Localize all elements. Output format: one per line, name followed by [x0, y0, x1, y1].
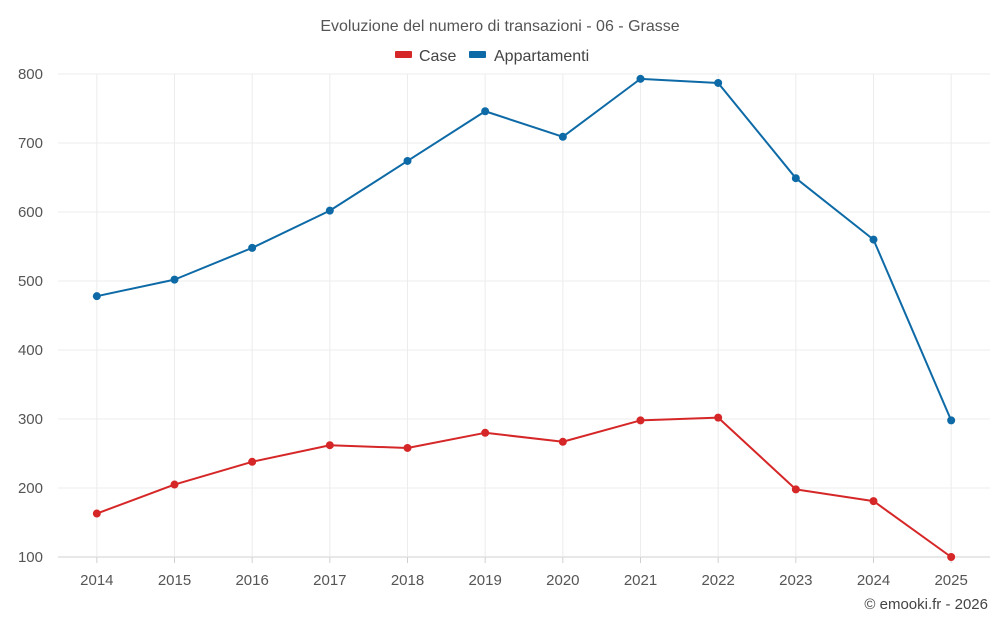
data-point-case[interactable]: [325, 441, 334, 450]
legend-swatch-appartamenti: [469, 51, 486, 58]
y-tick-label: 100: [18, 549, 43, 566]
data-point-case[interactable]: [481, 428, 490, 437]
data-point-appartamenti[interactable]: [325, 206, 334, 215]
data-point-case[interactable]: [869, 497, 878, 506]
x-tick-label: 2019: [468, 572, 501, 589]
data-point-appartamenti[interactable]: [92, 292, 101, 301]
legend-item-case[interactable]: Case: [395, 48, 456, 65]
legend-label-case: Case: [419, 48, 456, 65]
data-point-case[interactable]: [403, 443, 412, 452]
x-tick-label: 2023: [779, 572, 812, 589]
series-line-appartamenti: [96, 77, 953, 421]
grid: [58, 73, 990, 558]
data-point-case[interactable]: [248, 457, 257, 466]
y-tick-label: 200: [18, 480, 43, 497]
data-point-case[interactable]: [170, 480, 179, 489]
x-tick-label: 2016: [235, 572, 268, 589]
series: [92, 74, 956, 561]
x-tick-label: 2015: [158, 572, 191, 589]
y-tick-label: 600: [18, 204, 43, 221]
y-tick-label: 500: [18, 273, 43, 290]
series-line-case: [96, 416, 952, 558]
y-tick-label: 700: [18, 135, 43, 152]
data-point-appartamenti[interactable]: [558, 132, 567, 141]
x-tick-label: 2022: [701, 572, 734, 589]
data-point-appartamenti[interactable]: [403, 156, 412, 165]
data-point-case[interactable]: [791, 485, 800, 494]
data-point-appartamenti[interactable]: [947, 416, 956, 425]
data-point-appartamenti[interactable]: [170, 275, 179, 284]
x-tick-label: 2021: [624, 572, 657, 589]
data-point-appartamenti[interactable]: [481, 107, 490, 116]
data-point-appartamenti[interactable]: [714, 78, 723, 87]
data-point-case[interactable]: [92, 509, 101, 518]
legend-label-appartamenti: Appartamenti: [494, 48, 589, 65]
data-point-appartamenti[interactable]: [791, 174, 800, 183]
credit-text: © emooki.fr - 2026: [864, 596, 988, 613]
x-tick-label: 2020: [546, 572, 579, 589]
data-point-appartamenti[interactable]: [636, 74, 645, 83]
x-tick-label: 2017: [313, 572, 346, 589]
data-point-case[interactable]: [947, 553, 956, 561]
axes: 100 200 300 400 500 600 700 800 2014 2015 2016 2017…: [18, 66, 968, 589]
data-point-case[interactable]: [714, 413, 723, 422]
legend-item-appartamenti[interactable]: Appartamenti: [469, 48, 589, 65]
data-point-appartamenti[interactable]: [248, 243, 257, 252]
legend-swatch-case: [395, 51, 412, 58]
data-point-appartamenti[interactable]: [869, 235, 878, 244]
legend: Case Appartamenti: [395, 48, 589, 65]
data-point-case[interactable]: [558, 437, 567, 446]
y-tick-label: 400: [18, 342, 43, 359]
x-tick-label: 2025: [934, 572, 967, 589]
x-tick-label: 2014: [80, 572, 113, 589]
y-tick-label: 300: [18, 411, 43, 428]
x-tick-label: 2024: [857, 572, 890, 589]
x-tick-label: 2018: [391, 572, 424, 589]
y-tick-label: 800: [18, 66, 43, 83]
chart-title: Evoluzione del numero di transazioni - 0…: [320, 18, 679, 35]
data-point-case[interactable]: [636, 416, 645, 425]
